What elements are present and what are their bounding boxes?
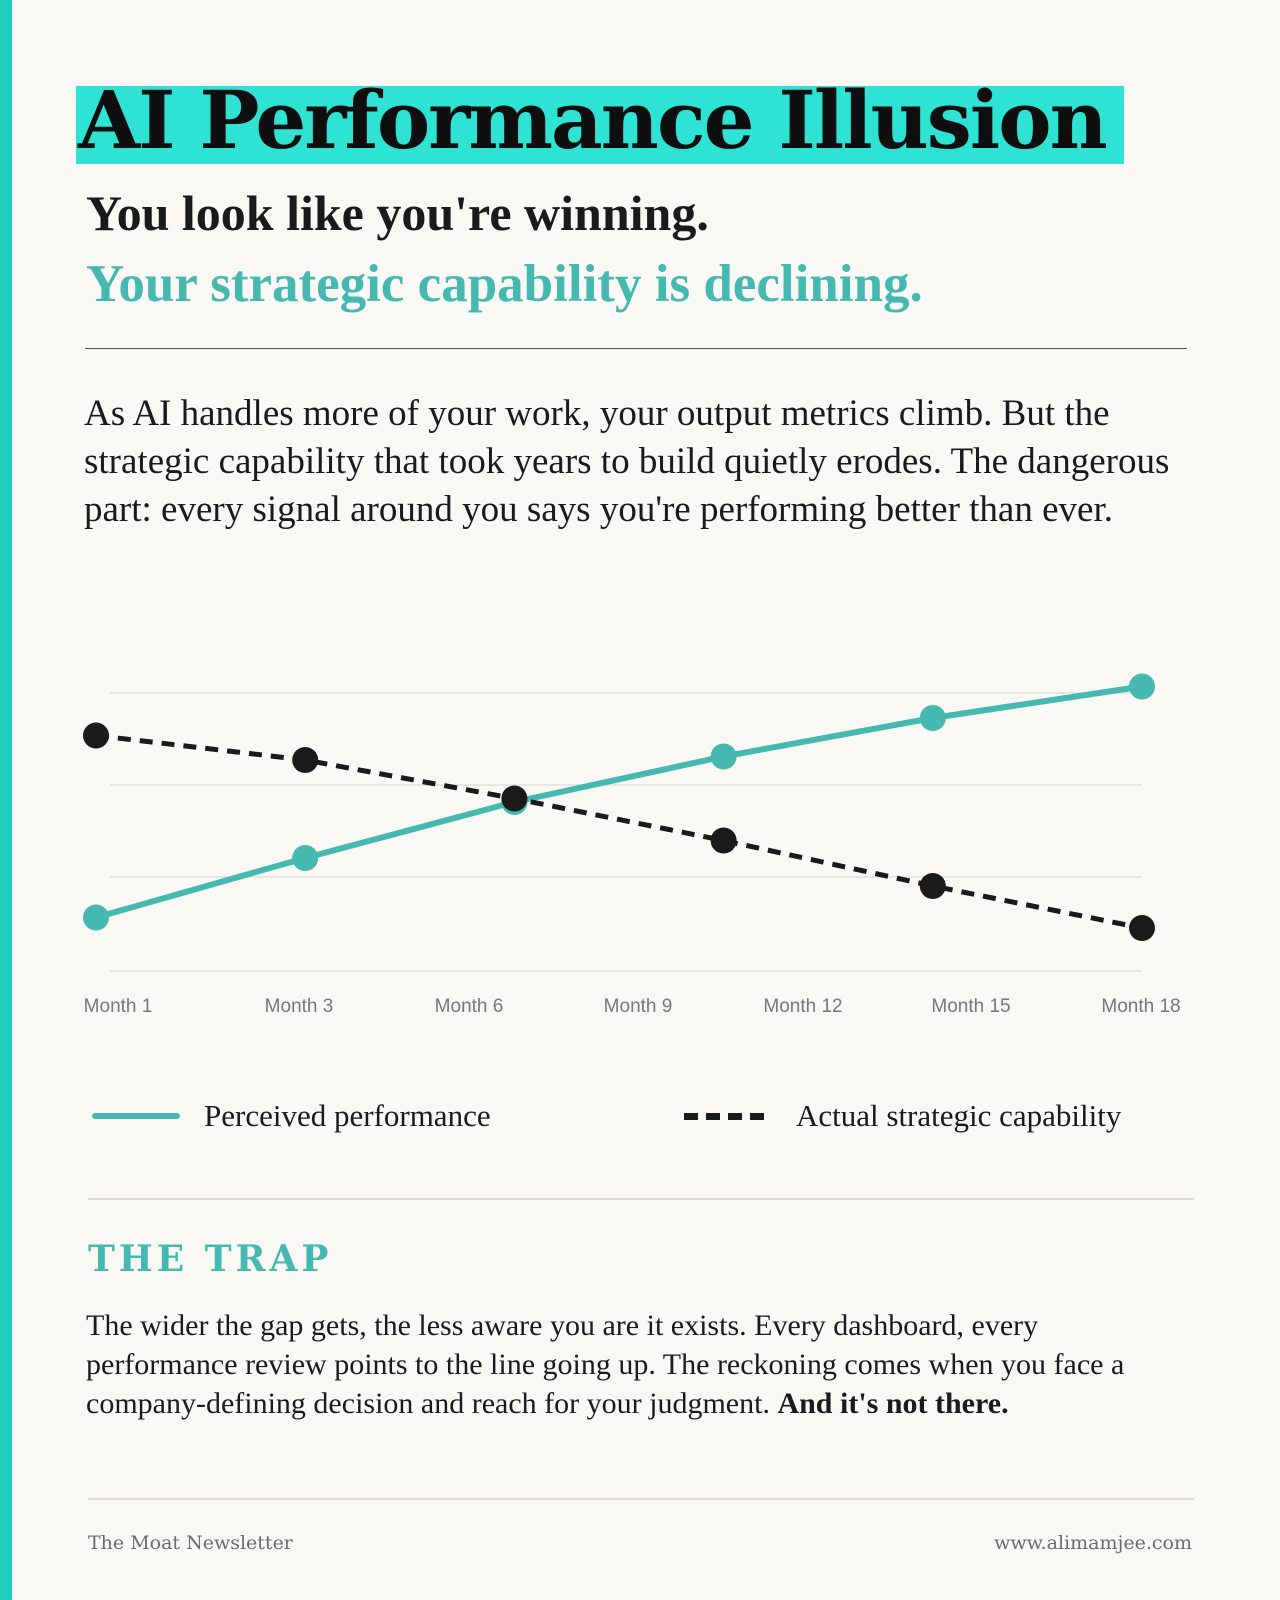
legend-swatch-dashed	[684, 1112, 764, 1120]
data-point-actual	[710, 827, 737, 854]
subtitle-winning: You look like you're winning.	[86, 185, 709, 241]
legend-item-perceived: Perceived performance	[92, 1098, 491, 1134]
data-point-perceived	[292, 845, 319, 871]
x-tick-label: Month 18	[1101, 996, 1180, 1017]
data-point-perceived	[83, 904, 109, 931]
legend-item-actual: Actual strategic capability	[684, 1098, 1121, 1134]
title-highlight	[76, 86, 1124, 164]
x-tick-label: Month 9	[604, 996, 673, 1017]
x-tick-label: Month 1	[84, 996, 153, 1017]
accent-bar	[0, 0, 12, 1600]
legend-label-perceived: Perceived performance	[204, 1098, 491, 1133]
data-point-perceived	[1129, 673, 1155, 700]
divider	[88, 1498, 1194, 1500]
series-line-actual	[95, 733, 1143, 931]
legend-swatch-solid	[92, 1113, 180, 1119]
intro-paragraph: As AI handles more of your work, your ou…	[84, 393, 1170, 530]
data-point-actual	[1129, 915, 1155, 941]
legend-label-actual: Actual strategic capability	[796, 1098, 1122, 1133]
data-point-perceived	[710, 743, 737, 770]
x-tick-label: Month 3	[265, 996, 334, 1017]
trap-emphasis: And it's not there.	[777, 1387, 1009, 1420]
series-line-perceived	[93, 683, 1145, 921]
x-tick-label: Month 12	[763, 996, 842, 1017]
data-point-perceived	[919, 705, 946, 731]
x-tick-label: Month 15	[931, 996, 1010, 1017]
line-chart: Month 1 Month 3 Month 6 Month 9 Month 12 Mont…	[83, 673, 1181, 1017]
subtitle-declining: Your strategic capability is declining.	[86, 255, 923, 313]
data-point-actual	[919, 873, 946, 899]
divider	[85, 348, 1187, 349]
trap-heading: THE TRAP	[88, 1238, 333, 1280]
trap-paragraph: The wider the gap gets, the less aware y…	[86, 1306, 1196, 1423]
data-point-actual	[83, 722, 109, 749]
x-tick-label: Month 6	[435, 996, 504, 1017]
footer-newsletter: The Moat Newsletter	[88, 1532, 293, 1554]
footer-website: www.alimamjee.com	[994, 1532, 1192, 1554]
data-point-actual	[292, 747, 319, 773]
data-point-actual	[501, 785, 528, 812]
divider	[88, 1198, 1194, 1200]
trap-body: The wider the gap gets, the less aware y…	[86, 1309, 1125, 1420]
page-title: AI Performance Illusion	[78, 73, 1108, 167]
